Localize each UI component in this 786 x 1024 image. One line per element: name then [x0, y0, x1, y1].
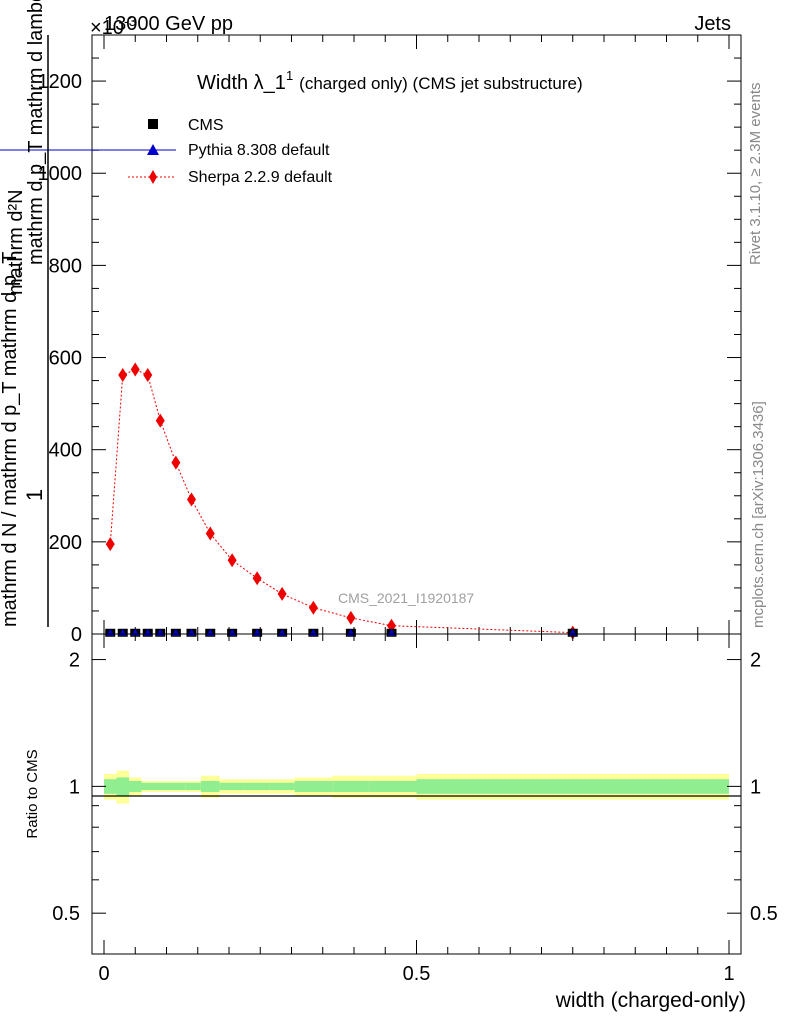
main-y-ticklabel: 800 [49, 255, 82, 277]
ratio-band-inner [244, 782, 270, 791]
legend-pythia-label: Pythia 8.308 default [188, 142, 330, 159]
ratio-y-ticklabel-right: 0.5 [750, 903, 778, 925]
legend: CMS Pythia 8.308 default Sherpa 2.2.9 de… [0, 117, 333, 186]
legend-sherpa-marker [149, 170, 157, 184]
title-rest: (charged only) (CMS jet substructure) [299, 74, 582, 93]
sherpa-series [105, 362, 578, 640]
y-label-one: 1 [22, 489, 47, 501]
plot-title: Width λ_11 (charged only) (CMS jet substr… [197, 68, 583, 94]
y-label-frac-top-sub: mathrm d p_T mathrm d lambda [25, 0, 47, 265]
ratio-band-inner [269, 782, 295, 791]
sherpa-point [171, 455, 181, 470]
main-y-ticklabel: 200 [49, 532, 82, 554]
title-sup: 1 [286, 68, 293, 83]
x-ticklabel: 0 [98, 963, 109, 985]
ratio-y-ticklabel: 1 [69, 776, 80, 798]
exponent-power: -3 [124, 13, 137, 29]
legend-sherpa-label: Sherpa 2.2.9 default [188, 169, 333, 186]
ratio-band-inner [116, 777, 129, 796]
main-y-label: mathrm d²N mathrm d p_T mathrm d lambda … [0, 0, 49, 627]
ratio-y-ticklabels: 0.5 0.5 1 1 2 2 [52, 650, 778, 926]
main-y-ticklabel: 400 [49, 440, 82, 462]
sherpa-point [155, 413, 165, 428]
y-label-frac-top: mathrm d²N [5, 189, 27, 295]
ratio-band-inner [294, 780, 333, 792]
ratio-band-inner [154, 782, 167, 791]
ratio-y-ticks [92, 659, 741, 955]
legend-pythia-marker [147, 144, 159, 155]
sherpa-point [308, 600, 318, 615]
sherpa-point [118, 368, 128, 383]
ratio-y-ticklabel: 2 [69, 650, 80, 672]
header-energy: 13000 GeV pp [104, 13, 233, 35]
ratio-band-inner [104, 779, 117, 794]
mcplots-label: mcplots.cern.ch [arXiv:1306.3436] [750, 401, 767, 628]
sherpa-point [252, 571, 262, 586]
ratio-x-ticks [103, 634, 730, 954]
x-ticklabels: 0 0.5 1 [98, 963, 734, 985]
legend-cms-marker [148, 119, 158, 129]
ratio-y-ticklabel: 0.5 [52, 903, 80, 925]
main-y-ticks [92, 34, 741, 635]
ratio-band-inner [200, 780, 220, 792]
analysis-watermark: CMS_2021_I1920187 [338, 590, 474, 606]
sherpa-point [227, 553, 237, 568]
ratio-band-inner [369, 780, 417, 792]
rivet-label: Rivet 3.1.10, ≥ 2.3M events [747, 83, 764, 266]
ratio-band-inner [416, 779, 729, 794]
ratio-band-inner [185, 782, 201, 791]
y-label-frac-bottom: mathrm d N / mathrm d p_T mathrm d p_T [0, 252, 21, 627]
ratio-band-inner [166, 782, 186, 791]
sherpa-point [346, 610, 356, 625]
header-process: Jets [694, 13, 731, 35]
title-main: Width λ_1 [197, 72, 286, 94]
exponent-base: ×10 [90, 17, 124, 39]
sherpa-point [277, 586, 287, 601]
main-x-ticks [103, 35, 730, 634]
ratio-y-ticklabel-right: 2 [750, 650, 761, 672]
sherpa-point [130, 362, 140, 377]
ratio-band-inner [219, 782, 245, 791]
sherpa-point [105, 537, 115, 552]
main-y-ticklabel: 600 [49, 348, 82, 370]
y-label-top-text: mathrm d²N [5, 189, 27, 295]
x-ticklabel: 0.5 [403, 963, 431, 985]
ratio-y-ticklabel-right: 1 [750, 776, 761, 798]
x-axis-label: width (charged-only) [555, 989, 746, 1012]
sherpa-point [187, 492, 196, 507]
x-ticklabel: 1 [723, 963, 734, 985]
y-scale-exponent: ×10-3 [90, 13, 137, 39]
ratio-uncertainty-bands [104, 770, 729, 804]
ratio-band-inner [141, 782, 154, 791]
ratio-band-inner [332, 780, 370, 792]
sherpa-point [205, 526, 215, 541]
legend-cms-label: CMS [188, 117, 224, 134]
ratio-y-label: Ratio to CMS [24, 749, 41, 838]
ratio-band-inner [129, 780, 142, 792]
sherpa-point [143, 368, 153, 383]
main-y-ticklabel: 0 [71, 624, 82, 646]
